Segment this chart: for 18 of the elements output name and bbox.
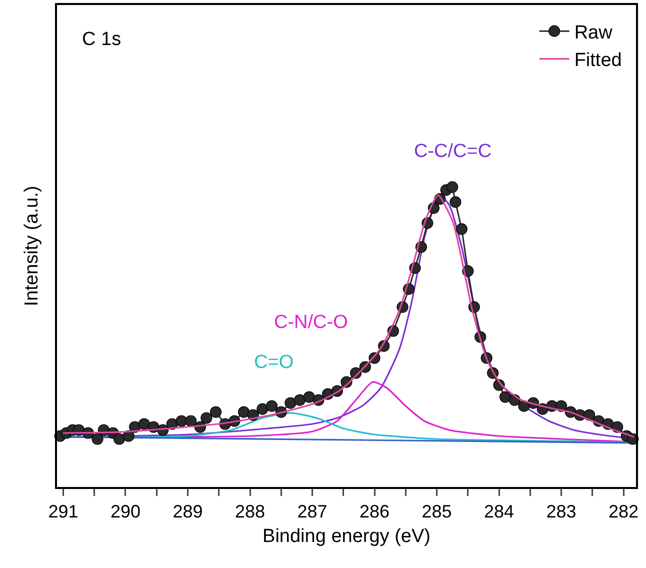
text: C-N/C-O [274, 312, 348, 333]
x-tick-label: 288 [234, 502, 266, 522]
text: C 1s [82, 29, 122, 50]
x-tick-label: 291 [48, 502, 78, 522]
x-tick-label: 282 [608, 502, 639, 522]
text: C=O [254, 352, 294, 373]
y-axis-title: Intensity (a.u.) [21, 186, 42, 306]
x-tick-label: 287 [297, 502, 328, 522]
text: C-C/C=C [414, 141, 492, 162]
x-axis-title: Binding energy (eV) [262, 526, 430, 547]
legend-label: Raw [574, 22, 613, 44]
x-tick-label: 283 [546, 502, 576, 522]
x-tick-label: 286 [359, 502, 390, 522]
x-tick-label: 289 [172, 502, 203, 522]
x-tick-label: 284 [484, 502, 514, 522]
x-tick-label: 290 [110, 502, 141, 522]
x-tick-label: 285 [422, 502, 452, 522]
legend-label: Fitted [574, 50, 622, 72]
